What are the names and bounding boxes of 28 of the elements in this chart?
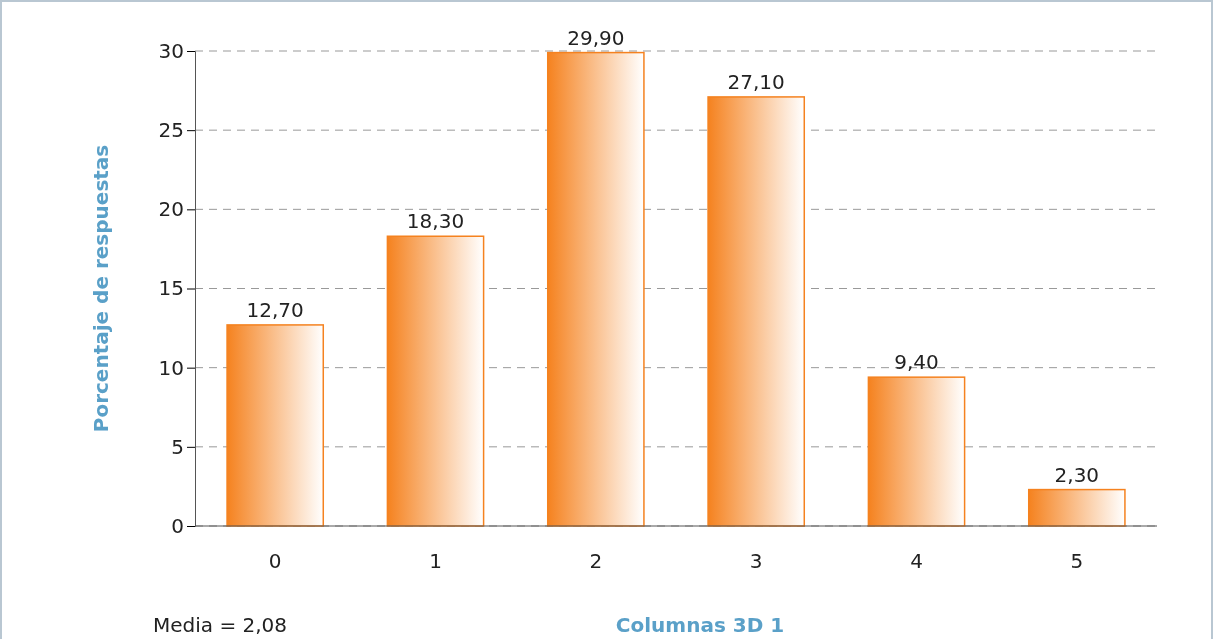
y-tick-label: 5 [171,434,184,459]
y-axis-title: Porcentaje de respuestas [89,144,113,433]
y-tick-label: 20 [158,197,184,222]
y-tick-label: 10 [158,355,184,380]
bar [707,96,806,527]
y-tick-label: 0 [171,513,184,538]
y-tick-label: 15 [158,276,184,301]
y-tick-label: 30 [158,38,184,63]
bar [1027,488,1126,527]
bar [867,376,966,527]
data-label: 27,10 [727,69,785,94]
data-label: 2,30 [1054,462,1100,487]
x-tick-label: 3 [749,549,763,573]
data-label: 9,40 [894,350,939,375]
x-tick-label: 1 [429,549,442,573]
y-tick-label: 25 [158,118,184,143]
x-tick-label: 5 [1070,549,1084,573]
data-label: 12,70 [246,297,304,322]
bar [546,51,645,527]
x-tick-label: 2 [589,549,603,573]
bar [386,235,485,527]
data-label: 18,30 [406,209,465,234]
x-tick-label: 4 [910,549,923,573]
x-tick-label: 0 [268,549,282,573]
text: Media = 2,08 [153,613,288,637]
bar [226,324,325,527]
x-axis-title: Columnas 3D 1 [615,613,785,637]
data-label: 29,90 [567,25,625,50]
